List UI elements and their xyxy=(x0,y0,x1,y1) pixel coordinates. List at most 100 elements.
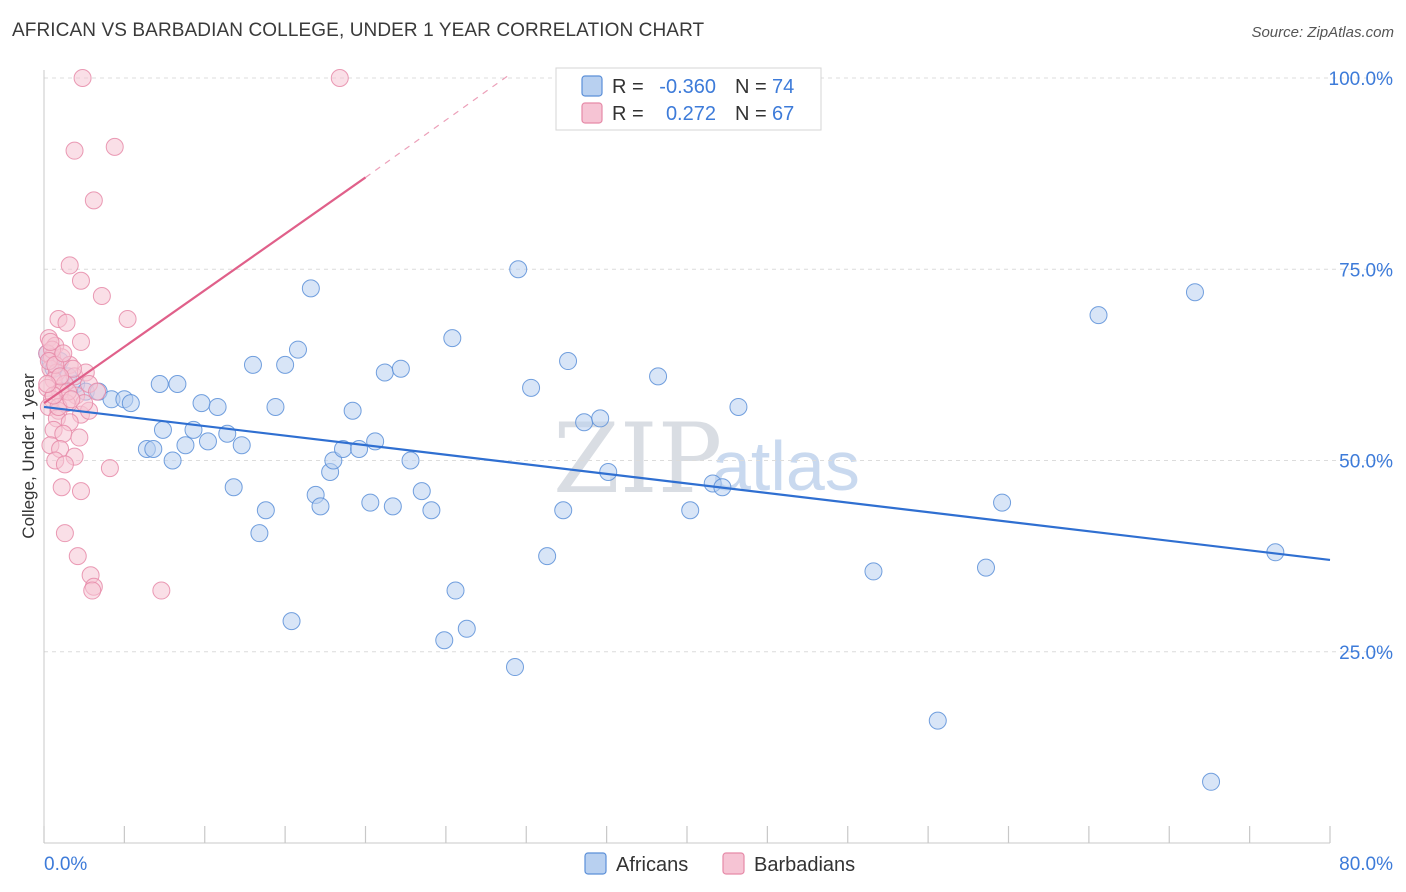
africans-point xyxy=(176,436,195,455)
africans-point xyxy=(1089,306,1108,325)
africans-point xyxy=(192,394,211,413)
bottom-legend-label-barbadians[interactable]: Barbadians xyxy=(754,854,855,876)
legend-swatch-africans xyxy=(581,75,603,97)
africans-point xyxy=(121,394,140,413)
chart-title: AFRICAN VS BARBADIAN COLLEGE, UNDER 1 YE… xyxy=(12,20,705,41)
barbadians-trend-line xyxy=(43,176,367,405)
africans-point xyxy=(538,547,557,566)
barbadians-point xyxy=(68,547,87,566)
barbadians-point xyxy=(71,482,90,501)
africans-point xyxy=(401,451,420,470)
africans-point xyxy=(1202,772,1221,791)
watermark: ZIP atlas xyxy=(553,403,860,515)
africans-point xyxy=(250,524,269,543)
africans-point xyxy=(163,451,182,470)
africans-point xyxy=(383,497,402,516)
africans-point xyxy=(591,409,610,428)
africans-point xyxy=(559,352,578,371)
africans-point xyxy=(443,329,462,348)
legend-r-value-barbadians: 0.272 xyxy=(666,103,716,125)
africans-point xyxy=(509,260,528,279)
barbadians-point xyxy=(71,271,90,290)
barbadians-point xyxy=(88,382,107,401)
source-label: Source: ZipAtlas.com xyxy=(1251,24,1394,41)
trend-lines xyxy=(43,73,1331,562)
africans-point xyxy=(422,501,441,520)
africans-point xyxy=(446,581,465,600)
africans-point xyxy=(150,375,169,393)
africans-point xyxy=(554,501,573,520)
africans-point xyxy=(324,451,343,470)
africans-point xyxy=(276,355,295,374)
barbadians-point xyxy=(152,581,171,600)
x-tick-label-max: 80.0% xyxy=(1339,854,1393,875)
africans-point xyxy=(375,363,394,382)
y-tick-label: 50.0% xyxy=(1339,452,1393,473)
barbadians-point xyxy=(41,332,60,351)
africans-point xyxy=(575,413,594,432)
correlation-legend: R = -0.360 N = 74 R = 0.272 N = 67 xyxy=(555,67,822,131)
legend-n-label-africans: N = xyxy=(735,76,767,98)
africans-point xyxy=(266,397,285,416)
africans-point xyxy=(505,658,524,677)
legend-n-label-barbadians: N = xyxy=(735,103,767,125)
y-tick-label: 25.0% xyxy=(1339,643,1393,664)
africans-point xyxy=(208,397,227,416)
barbadians-point xyxy=(60,256,79,275)
barbadians-point xyxy=(65,141,84,160)
barbadians-point xyxy=(92,287,111,306)
barbadians-point xyxy=(71,332,90,351)
africans-point xyxy=(311,497,330,516)
africans-point xyxy=(198,432,217,451)
africans-point xyxy=(864,562,883,581)
bottom-legend-label-africans[interactable]: Africans xyxy=(616,854,688,876)
barbadians-point xyxy=(54,344,73,363)
africans-point xyxy=(224,478,243,497)
bottom-legend-swatch-barbadians[interactable] xyxy=(722,852,745,875)
barbadians-point xyxy=(38,375,57,393)
y-axis-tick-labels: 25.0% 50.0% 75.0% 100.0% xyxy=(1329,69,1394,664)
africans-point xyxy=(976,558,995,577)
series-legend: Africans Barbadians xyxy=(584,852,855,876)
africans-point xyxy=(435,631,454,650)
y-tick-label: 100.0% xyxy=(1329,69,1394,90)
barbadians-point xyxy=(83,581,102,600)
africans-point xyxy=(168,375,187,393)
africans-point xyxy=(599,462,618,481)
africans-point xyxy=(232,436,251,455)
barbadians-point xyxy=(84,191,103,210)
africans-point xyxy=(361,493,380,512)
barbadians-point xyxy=(57,313,76,332)
series-africans xyxy=(38,260,1285,791)
africans-point xyxy=(243,355,262,374)
barbadians-point xyxy=(70,428,89,447)
africans-point xyxy=(256,501,275,520)
barbadians-point xyxy=(73,69,92,87)
barbadians-point xyxy=(118,309,137,328)
legend-n-value-barbadians: 67 xyxy=(772,103,794,125)
africans-point xyxy=(729,397,748,416)
africans-point xyxy=(993,493,1012,512)
x-axis-ticks xyxy=(43,826,1331,843)
watermark-atlas: atlas xyxy=(712,427,860,505)
africans-point xyxy=(928,711,947,730)
y-tick-label: 75.0% xyxy=(1339,260,1393,281)
bottom-legend-swatch-africans[interactable] xyxy=(584,852,607,875)
africans-point xyxy=(1185,283,1204,302)
africans-trend-line xyxy=(43,405,1331,562)
africans-point xyxy=(153,420,172,439)
barbadians-point xyxy=(52,478,71,497)
x-tick-label-min: 0.0% xyxy=(44,854,87,875)
barbadians-point xyxy=(55,455,74,474)
africans-point xyxy=(649,367,668,386)
africans-point xyxy=(282,612,301,631)
africans-point xyxy=(412,482,431,501)
series-barbadians xyxy=(38,69,349,600)
legend-r-label-africans: R = xyxy=(612,76,644,98)
barbadians-trend-extension xyxy=(365,73,511,178)
africans-point xyxy=(522,378,541,397)
legend-n-value-africans: 74 xyxy=(772,76,794,98)
barbadians-point xyxy=(100,459,119,478)
barbadians-point xyxy=(62,390,81,409)
